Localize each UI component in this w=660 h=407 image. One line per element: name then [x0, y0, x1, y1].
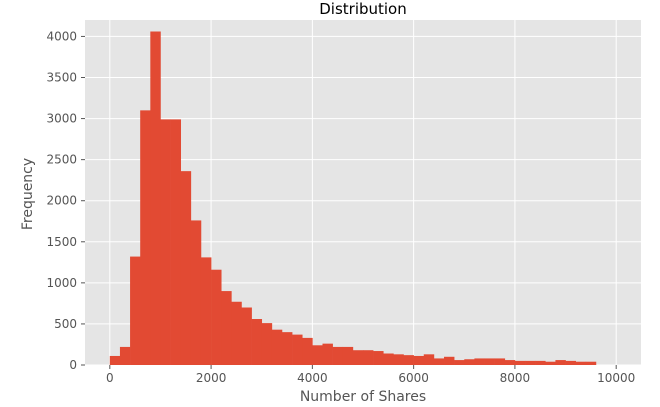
histogram-bar: [251, 319, 263, 365]
histogram-bar: [433, 358, 445, 365]
histogram-bar: [413, 355, 425, 365]
histogram-bar: [302, 337, 313, 365]
y-tick-label: 1500: [46, 235, 77, 249]
histogram-bar: [200, 257, 212, 365]
histogram-bar: [585, 361, 597, 365]
histogram-bar: [555, 360, 566, 365]
histogram-bar: [211, 269, 222, 365]
histogram-bar: [393, 354, 404, 365]
y-axis-ticks: 0 500 1000 1500 2000 2500 3000 3500 4000: [46, 29, 85, 372]
histogram-bar: [535, 360, 546, 365]
histogram-bar: [170, 119, 182, 366]
histogram-bar: [281, 332, 293, 365]
histogram-bar: [160, 119, 171, 366]
histogram-bar: [140, 110, 151, 365]
histogram-bar: [119, 346, 131, 365]
y-tick-label: 1000: [46, 276, 77, 290]
x-axis-label: Number of Shares: [300, 389, 426, 405]
y-axis-label: Frequency: [20, 158, 36, 230]
histogram-bar: [565, 360, 576, 365]
histogram-bar: [474, 358, 485, 365]
x-axis-ticks: 0 2000 4000 6000 8000 10000: [106, 365, 635, 385]
histogram-bar: [484, 358, 495, 365]
histogram-bar: [190, 220, 202, 365]
histogram-bar: [383, 353, 394, 365]
histogram-bar: [271, 329, 283, 365]
histogram-bar: [403, 355, 414, 365]
y-tick-label: 500: [54, 317, 77, 331]
x-tick-label: 0: [106, 371, 114, 385]
histogram-bar: [545, 361, 556, 365]
x-tick-label: 4000: [297, 371, 328, 385]
histogram-bar: [292, 334, 303, 365]
y-tick-label: 3000: [46, 112, 77, 126]
histogram-bar: [150, 31, 161, 365]
histogram-bar: [322, 343, 333, 365]
histogram-bar: [423, 354, 435, 365]
histogram-bar: [444, 356, 455, 365]
y-tick-label: 2500: [46, 153, 77, 167]
y-tick-label: 4000: [46, 29, 77, 43]
histogram-bar: [504, 360, 516, 365]
chart-title: Distribution: [319, 0, 407, 18]
histogram-bar: [575, 361, 587, 365]
y-tick-label: 3500: [46, 71, 77, 85]
histogram-bar: [464, 359, 475, 365]
histogram-bar: [241, 307, 252, 365]
histogram-bar: [180, 171, 192, 365]
histogram-bar: [130, 256, 141, 365]
histogram-bar: [454, 360, 465, 365]
y-tick-label: 0: [69, 358, 77, 372]
histogram-bar: [352, 350, 364, 365]
histogram-bar: [332, 346, 344, 365]
histogram-bar: [312, 345, 323, 365]
histogram-bar: [109, 355, 121, 365]
histogram-bar: [494, 358, 506, 365]
histogram-bar: [525, 360, 536, 365]
histogram-bar: [261, 323, 273, 365]
histogram-bar: [363, 350, 374, 365]
x-tick-label: 6000: [398, 371, 429, 385]
histogram-bar: [373, 351, 384, 365]
x-tick-label: 8000: [500, 371, 531, 385]
histogram-bars: [109, 31, 597, 366]
y-tick-label: 2000: [46, 194, 77, 208]
x-tick-label: 2000: [196, 371, 227, 385]
x-tick-label: 10000: [597, 371, 635, 385]
histogram-bar: [221, 291, 232, 365]
histogram-bar: [342, 346, 354, 365]
histogram-bar: [514, 360, 526, 365]
histogram-bar: [231, 301, 242, 365]
